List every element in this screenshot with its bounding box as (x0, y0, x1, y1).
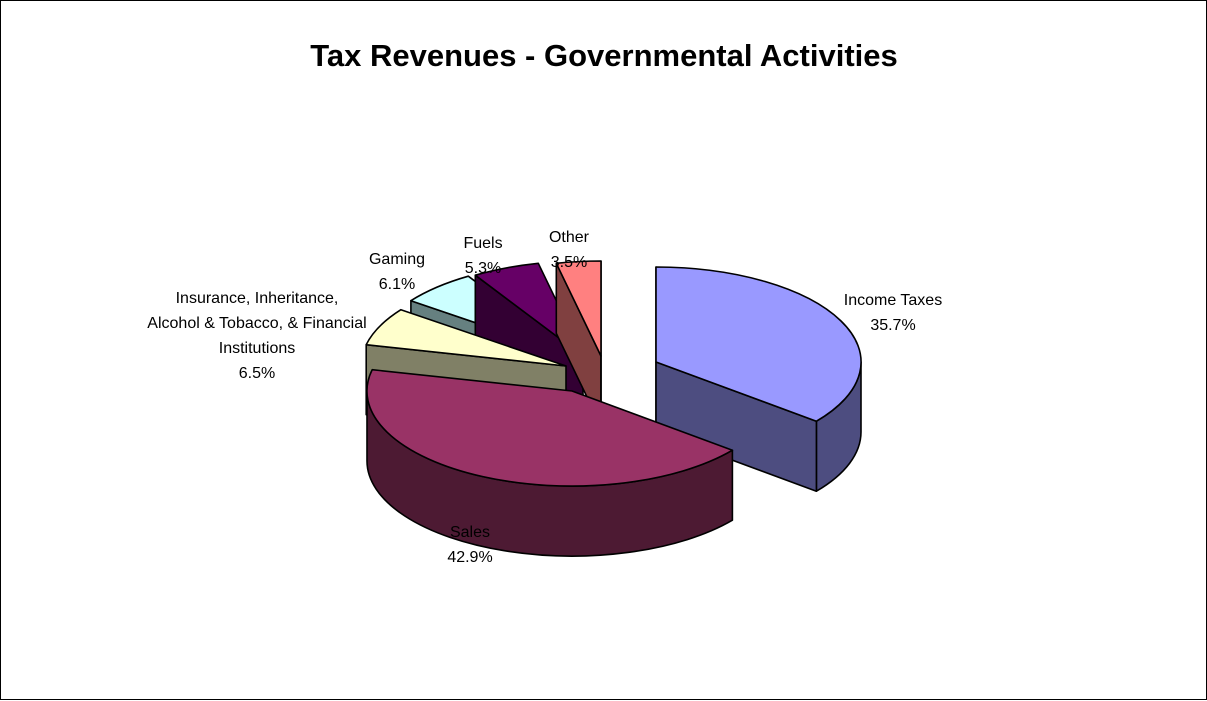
slice-label-line: Fuels (463, 235, 502, 252)
slice-value-label: 6.5% (239, 365, 275, 382)
slice-value-label: 3.5% (551, 254, 587, 271)
slice-value-label: 42.9% (447, 549, 492, 566)
slice-label-sales: Sales 42.9% (447, 524, 492, 566)
slice-label-line: Institutions (219, 340, 295, 357)
pie-slice-top-sales (366, 368, 734, 487)
slice-label-line: Sales (450, 524, 490, 541)
slice-label-line: Insurance, Inheritance, (176, 290, 339, 307)
slice-label-income: Income Taxes 35.7% (844, 292, 942, 334)
pie-slice-top-insurance (365, 308, 567, 367)
slice-label-line: Other (549, 229, 590, 246)
slice-label-line: Alcohol & Tobacco, & Financial (147, 315, 366, 332)
slice-value-label: 5.3% (465, 260, 501, 277)
pie-slice-sales (366, 368, 734, 557)
pie-labels: Income Taxes 35.7% Sales 42.9% Insurance, In… (147, 229, 942, 566)
chart-title: Tax Revenues - Governmental Activities (310, 38, 898, 73)
slice-label-line: Income Taxes (844, 292, 942, 309)
slice-label-insurance: Insurance, Inheritance, Alcohol & Tobacco… (147, 290, 366, 382)
pie-slice-income (655, 266, 862, 492)
pie-slice-top-other (555, 260, 602, 357)
slice-value-label: 35.7% (870, 317, 915, 334)
slice-label-gaming: Gaming 6.1% (369, 251, 425, 293)
slice-label-fuels: Fuels 5.3% (463, 235, 502, 277)
pie-slice-other (555, 260, 602, 427)
pie-slice-top-income (655, 266, 862, 422)
slice-label-line: Gaming (369, 251, 425, 268)
slice-label-other: Other 3.5% (549, 229, 590, 271)
slice-value-label: 6.1% (379, 276, 415, 293)
pie-slices (365, 260, 862, 557)
